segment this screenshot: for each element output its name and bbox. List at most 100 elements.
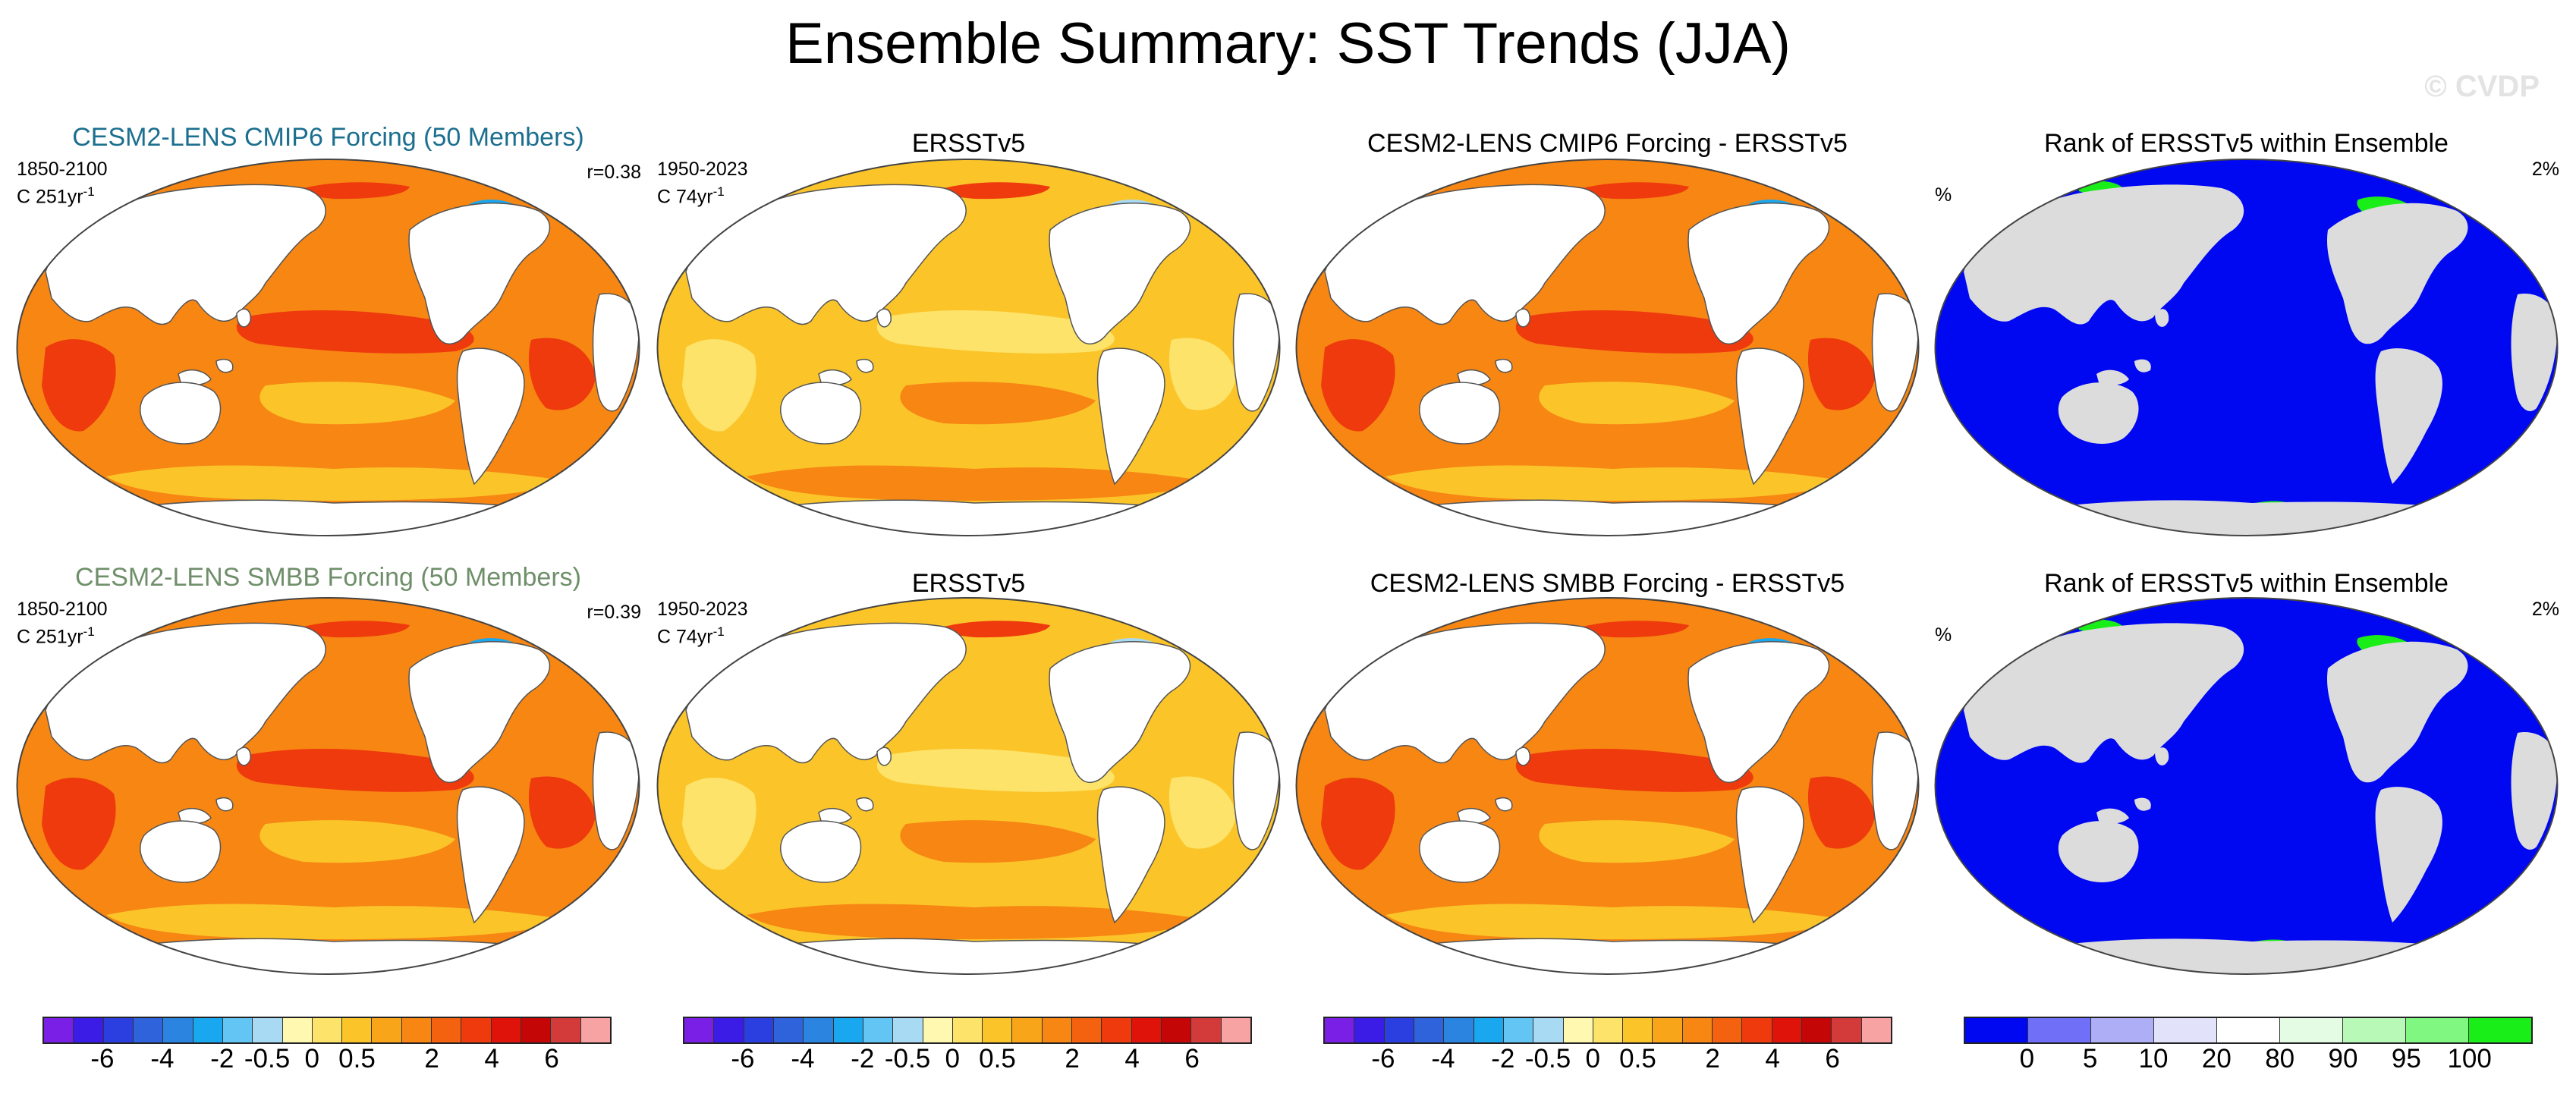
ocean-anomaly-region <box>1807 338 1875 410</box>
panel-title: CESM2-LENS CMIP6 Forcing (50 Members) <box>72 123 584 152</box>
trend-colorbar-3 <box>1323 1017 1892 1044</box>
trend-units-label: C 74yr-1 <box>657 621 725 648</box>
period-label: 1950-2023 <box>657 159 748 180</box>
colorbar-swatch <box>744 1018 774 1042</box>
land-mass <box>1419 820 1501 883</box>
colorbar-swatch <box>1325 1018 1355 1042</box>
land-mass <box>1187 186 1231 219</box>
colorbar-swatch <box>1861 1018 1891 1042</box>
colorbar-swatch <box>44 1018 74 1042</box>
units-label: % <box>1935 624 1952 646</box>
land-mass <box>2465 625 2509 657</box>
colorbar-tick-label: 6 <box>1825 1044 1840 1074</box>
land-mass <box>856 797 874 812</box>
colorbar-swatch <box>684 1018 715 1042</box>
sst-trend-map <box>16 159 640 536</box>
rank-percent-label: 2% <box>2531 159 2559 180</box>
colorbar-swatch <box>2217 1018 2280 1042</box>
pattern-correlation-label: r=0.39 <box>587 602 641 623</box>
trend-colorbar-2 <box>683 1017 1252 1044</box>
land-mass <box>1096 347 1165 486</box>
land-mass <box>547 624 591 658</box>
globe-outline <box>16 159 640 536</box>
colorbar-tick-label: -0.5 <box>244 1044 291 1074</box>
colorbar-tick-label: 0 <box>945 1044 960 1074</box>
land-mass <box>2327 203 2468 344</box>
land-mass <box>140 820 222 883</box>
ocean-anomaly-region <box>943 621 1050 638</box>
land-mass <box>2511 732 2558 850</box>
colorbar-swatch <box>1682 1018 1713 1042</box>
colorbar-swatch <box>1354 1018 1385 1042</box>
land-mass <box>215 358 234 373</box>
land-mass <box>2511 294 2558 411</box>
colorbar-swatch <box>2091 1018 2154 1042</box>
colorbar-swatch <box>1713 1018 1743 1042</box>
globe-outline <box>1934 597 2559 975</box>
land-mass <box>1964 623 2244 763</box>
trend-units-label: C 251yr-1 <box>17 621 95 648</box>
colorbar-swatch <box>983 1018 1013 1042</box>
colorbar-swatch <box>2028 1018 2091 1042</box>
land-mass <box>236 747 251 766</box>
colorbar-tick-label: 0.5 <box>979 1044 1016 1074</box>
colorbar-tick-label: 0.5 <box>338 1044 376 1074</box>
land-mass <box>592 293 640 412</box>
rank-percent-label: 2% <box>2531 599 2559 620</box>
land-mass <box>592 731 640 850</box>
ocean-anomaly-region <box>259 382 455 425</box>
ocean-anomaly-region <box>528 776 596 849</box>
land-mass <box>780 382 862 445</box>
rank-map <box>1934 597 2559 975</box>
ocean-anomaly-region <box>900 382 1096 425</box>
colorbar-swatch <box>103 1018 134 1042</box>
colorbar-swatch <box>773 1018 804 1042</box>
sst-trend-map <box>656 159 1281 536</box>
colorbar-swatch <box>133 1018 164 1042</box>
colorbar-swatch <box>461 1018 492 1042</box>
land-mass <box>1871 293 1919 412</box>
colorbar-swatch <box>714 1018 744 1042</box>
land-mass <box>2134 797 2151 811</box>
colorbar-swatch <box>2406 1018 2469 1042</box>
trend-units-text: C 74yr <box>657 186 713 208</box>
globe-outline <box>1934 159 2559 536</box>
colorbar-swatch <box>893 1018 923 1042</box>
panel-title: Rank of ERSSTv5 within Ensemble <box>2044 569 2449 598</box>
land-mass <box>1735 786 1804 924</box>
land-mass <box>1495 797 1513 812</box>
colorbar-tick-label: -4 <box>1431 1044 1455 1074</box>
trend-colorbar-1 <box>42 1017 612 1044</box>
land-mass <box>45 184 326 325</box>
colorbar-swatch <box>2280 1018 2343 1042</box>
ocean-anomaly-region <box>1582 621 1689 638</box>
land-mass <box>236 308 251 328</box>
colorbar-swatch <box>1965 1018 2028 1042</box>
ocean-anomaly-region <box>1539 382 1735 425</box>
colorbar-tick-label: -6 <box>1371 1044 1395 1074</box>
colorbar-tick-label: 90 <box>2328 1044 2358 1074</box>
panel-title: CESM2-LENS SMBB Forcing (50 Members) <box>75 563 581 592</box>
land-mass <box>45 622 326 764</box>
colorbar-swatch <box>193 1018 223 1042</box>
land-mass <box>456 786 525 924</box>
land-mass <box>2096 369 2129 385</box>
colorbar-swatch <box>372 1018 402 1042</box>
land-mass <box>1324 184 1606 325</box>
colorbar-swatch <box>1042 1018 1073 1042</box>
colorbar-swatch <box>163 1018 193 1042</box>
rank-map <box>1934 159 2559 536</box>
colorbar-swatch <box>1623 1018 1653 1042</box>
land-mass <box>1232 293 1280 412</box>
land-mass <box>2375 787 2442 923</box>
rank-colorbar <box>1964 1017 2533 1044</box>
colorbar-swatch <box>952 1018 983 1042</box>
colorbar-swatch <box>1832 1018 1862 1042</box>
colorbar-swatch <box>833 1018 863 1042</box>
colorbar-tick-label: 0 <box>2019 1044 2035 1074</box>
colorbar-swatch <box>1593 1018 1624 1042</box>
trend-units-exponent: -1 <box>712 184 725 199</box>
colorbar-swatch <box>1772 1018 1802 1042</box>
land-mass <box>1049 203 1191 345</box>
land-mass <box>1515 747 1530 766</box>
